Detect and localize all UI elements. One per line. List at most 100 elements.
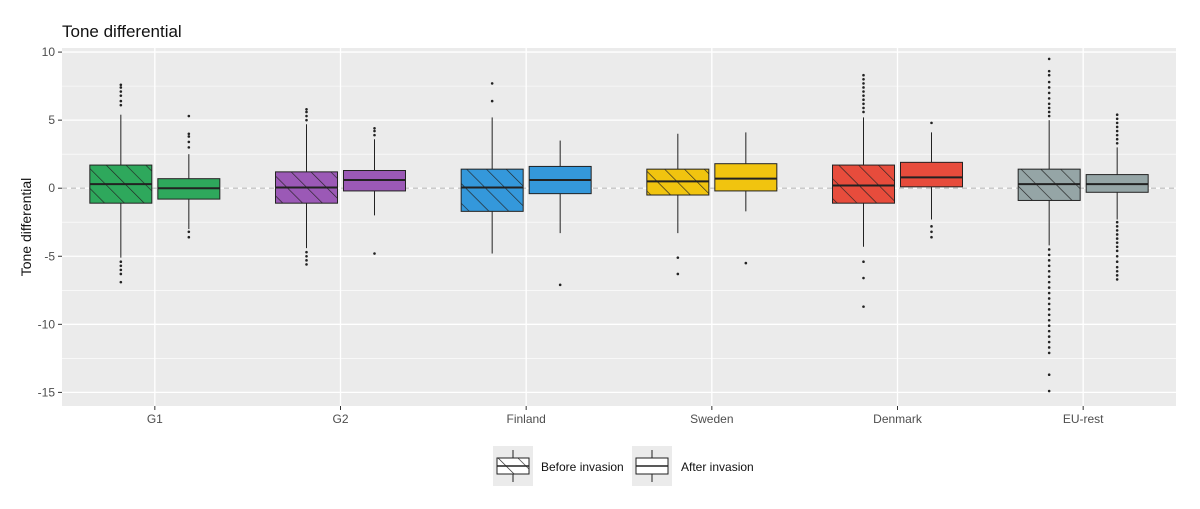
- outlier-point: [1115, 113, 1119, 116]
- box: [714, 163, 778, 192]
- outlier-point: [1115, 260, 1119, 264]
- outlier-point: [119, 86, 123, 89]
- outlier-point: [1115, 225, 1119, 228]
- outlier-point: [119, 272, 123, 276]
- outlier-point: [744, 261, 748, 265]
- outlier-point: [1047, 269, 1051, 273]
- y-tick-label: 10: [42, 45, 56, 59]
- boxplot: [900, 121, 963, 239]
- legend-label-after: After invasion: [681, 460, 754, 474]
- outlier-point: [862, 106, 865, 110]
- x-tick-label: EU-rest: [1063, 412, 1104, 426]
- outlier-point: [187, 132, 191, 136]
- outlier-point: [187, 114, 191, 118]
- outlier-point: [490, 82, 494, 85]
- outlier-point: [1047, 389, 1051, 393]
- boxplot: [646, 133, 710, 276]
- outlier-point: [1115, 117, 1119, 121]
- boxplot: [528, 140, 592, 287]
- outlier-point: [119, 280, 123, 284]
- outlier-point: [305, 250, 308, 254]
- boxplot: [1085, 113, 1149, 281]
- legend-label-before: Before invasion: [541, 460, 624, 474]
- outlier-point: [373, 133, 376, 137]
- y-axis-label: Tone differential: [18, 178, 34, 277]
- outlier-point: [119, 260, 123, 264]
- outlier-point: [1047, 248, 1051, 251]
- outlier-point: [676, 256, 680, 259]
- y-tick-label: -10: [38, 317, 56, 331]
- outlier-point: [862, 98, 865, 102]
- outlier-point: [187, 135, 191, 138]
- outlier-point: [862, 276, 865, 280]
- outlier-point: [119, 103, 123, 107]
- outlier-point: [862, 102, 865, 106]
- y-axis: 10 5 0 -5 -10 -15: [38, 45, 62, 399]
- outlier-point: [1115, 229, 1119, 232]
- boxplot: [714, 132, 778, 265]
- boxplot: [1017, 57, 1081, 393]
- outlier-point: [1047, 313, 1051, 317]
- outlier-point: [862, 305, 865, 308]
- outlier-point: [305, 118, 308, 122]
- outlier-point: [1047, 110, 1051, 114]
- outlier-point: [862, 73, 865, 77]
- outlier-point: [676, 272, 680, 276]
- outlier-point: [1047, 280, 1051, 284]
- box-series-group: [89, 57, 1149, 393]
- outlier-point: [1115, 133, 1119, 137]
- series-before: [89, 57, 1081, 393]
- outlier-point: [1047, 114, 1051, 118]
- series-after: [157, 113, 1149, 287]
- outlier-point: [558, 283, 562, 287]
- outlier-point: [1115, 121, 1119, 125]
- outlier-point: [1115, 141, 1119, 145]
- outlier-point: [1115, 245, 1119, 249]
- outlier-point: [1047, 373, 1051, 376]
- outlier-point: [187, 140, 191, 144]
- y-tick-label: -5: [44, 249, 55, 263]
- x-tick-label: Sweden: [690, 412, 733, 426]
- outlier-point: [1047, 253, 1051, 257]
- outlier-point: [119, 94, 123, 97]
- outlier-point: [1047, 73, 1051, 77]
- outlier-point: [1115, 237, 1119, 240]
- outlier-point: [862, 78, 865, 81]
- outlier-point: [930, 121, 933, 125]
- outlier-point: [1115, 274, 1119, 277]
- outlier-point: [490, 99, 494, 103]
- outlier-point: [1047, 302, 1051, 306]
- outlier-point: [1047, 329, 1051, 333]
- boxplot: [343, 127, 406, 255]
- outlier-point: [1047, 102, 1051, 106]
- x-axis: G1 G2 Finland Sweden Denmark EU-rest: [147, 406, 1104, 426]
- outlier-point: [1115, 249, 1119, 253]
- outlier-point: [1047, 346, 1051, 349]
- outlier-point: [187, 146, 191, 149]
- outlier-point: [1047, 318, 1051, 322]
- outlier-point: [862, 110, 865, 114]
- outlier-point: [862, 86, 865, 89]
- outlier-point: [119, 90, 123, 93]
- chart-title: Tone differential: [62, 22, 182, 41]
- outlier-point: [1047, 69, 1051, 73]
- outlier-point: [930, 225, 933, 228]
- outlier-point: [1047, 335, 1051, 338]
- outlier-point: [1115, 129, 1119, 133]
- outlier-point: [1047, 291, 1051, 295]
- outlier-point: [1115, 241, 1119, 244]
- legend-item-after: After invasion: [632, 446, 754, 486]
- outlier-point: [862, 260, 865, 264]
- boxplot: [275, 107, 338, 266]
- y-tick-label: 5: [48, 113, 55, 127]
- outlier-point: [1047, 57, 1051, 61]
- outlier-point: [1047, 297, 1051, 300]
- outlier-point: [119, 83, 123, 87]
- x-tick-label: Denmark: [873, 412, 923, 426]
- y-tick-label: -15: [38, 385, 56, 399]
- box-hatch: [461, 169, 524, 212]
- boxplot: [157, 114, 221, 239]
- outlier-point: [119, 264, 123, 268]
- outlier-point: [1047, 106, 1051, 110]
